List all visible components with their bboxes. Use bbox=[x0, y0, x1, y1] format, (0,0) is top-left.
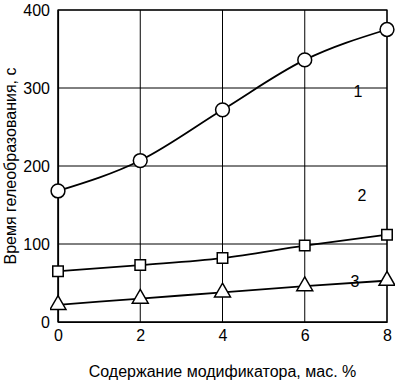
series-label: 2 bbox=[358, 187, 367, 204]
axis-line bbox=[59, 322, 388, 323]
marker bbox=[135, 260, 145, 270]
tick-label: 8 bbox=[383, 327, 392, 344]
tick-label: 2 bbox=[136, 327, 145, 344]
marker bbox=[379, 271, 395, 285]
tick: 100 bbox=[23, 236, 58, 253]
chart: 0 2 4 6 8 0 100 200 300 400 1 2 3 Содержание модифика… bbox=[0, 0, 408, 385]
plot: 0 2 4 6 8 0 100 200 300 400 1 2 3 bbox=[23, 2, 395, 345]
marker bbox=[132, 289, 148, 303]
tick-label: 400 bbox=[23, 2, 50, 19]
y-axis: 0 100 200 300 400 bbox=[23, 2, 58, 331]
marker bbox=[297, 277, 313, 291]
data-area bbox=[50, 23, 395, 310]
marker bbox=[215, 283, 231, 297]
tick: 400 bbox=[23, 2, 58, 19]
tick: 200 bbox=[23, 158, 58, 175]
tick-label: 0 bbox=[54, 327, 63, 344]
tick: 0 bbox=[54, 322, 63, 344]
grid bbox=[58, 10, 387, 322]
series-line bbox=[58, 30, 387, 191]
marker bbox=[133, 154, 147, 168]
marker bbox=[217, 253, 227, 263]
tick: 2 bbox=[136, 322, 145, 344]
marker bbox=[298, 53, 312, 67]
marker bbox=[51, 184, 65, 198]
plot-frame bbox=[58, 10, 387, 322]
series-label: 3 bbox=[351, 273, 360, 290]
tick: 300 bbox=[23, 80, 58, 97]
y-axis-title: Время гелеобразования, с bbox=[2, 68, 19, 265]
tick-label: 200 bbox=[23, 158, 50, 175]
marker bbox=[216, 103, 230, 117]
tick: 6 bbox=[301, 322, 310, 344]
tick-label: 4 bbox=[219, 327, 228, 344]
tick: 4 bbox=[219, 322, 228, 344]
tick: 8 bbox=[383, 322, 392, 344]
marker bbox=[300, 240, 310, 250]
series-line bbox=[58, 281, 387, 305]
series-label: 1 bbox=[354, 83, 363, 100]
grid-line bbox=[58, 88, 387, 89]
x-axis: 0 2 4 6 8 bbox=[54, 322, 392, 344]
tick-label: 100 bbox=[23, 236, 50, 253]
marker bbox=[53, 266, 63, 276]
tick-label: 0 bbox=[41, 314, 50, 331]
grid-line bbox=[58, 244, 387, 245]
tick-label: 300 bbox=[23, 80, 50, 97]
series-line bbox=[58, 235, 387, 272]
grid-line bbox=[58, 166, 387, 167]
marker bbox=[50, 296, 66, 310]
x-axis-title: Содержание модификатора, мас. % bbox=[89, 363, 357, 380]
tick: 0 bbox=[41, 314, 58, 331]
marker bbox=[380, 23, 394, 37]
tick-label: 6 bbox=[301, 327, 310, 344]
marker bbox=[382, 229, 392, 239]
